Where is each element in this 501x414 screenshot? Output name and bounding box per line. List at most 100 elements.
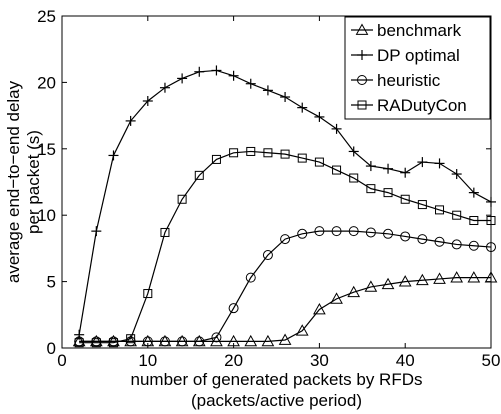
- y-axis-label-line2: per packet (s): [24, 130, 43, 234]
- x-tick-label: 50: [482, 351, 501, 370]
- legend-item: benchmark: [351, 21, 462, 40]
- y-tick-label: 5: [47, 273, 56, 292]
- series-dp-optimal: [74, 65, 496, 340]
- data-point: [468, 187, 479, 198]
- data-point: [331, 226, 342, 237]
- data-point: [177, 336, 188, 347]
- x-tick-labels: 0 10 20 30 40 50: [57, 351, 500, 370]
- data-point: [91, 226, 102, 237]
- data-point: [295, 324, 309, 336]
- series-line: [79, 230, 492, 342]
- x-tick-label: 40: [396, 351, 415, 370]
- data-point: [244, 334, 258, 347]
- legend-marker: [357, 50, 367, 60]
- data-point: [417, 157, 428, 168]
- data-point: [400, 231, 411, 242]
- data-point: [108, 338, 118, 348]
- axis-ticks: [61, 15, 492, 349]
- y-tick-label: 0: [47, 339, 56, 358]
- data-point: [364, 280, 378, 292]
- legend-marker: [357, 100, 367, 110]
- plot-frame: [61, 15, 492, 349]
- data-point: [433, 272, 446, 284]
- y-tick-labels: 0 5 10 15 20 25: [37, 7, 56, 358]
- data-point: [416, 273, 429, 286]
- legend-item: DP optimal: [351, 46, 460, 65]
- data-point: [194, 336, 205, 347]
- x-axis-label-line2: (packets/active period): [191, 391, 362, 410]
- x-tick-label: 20: [224, 351, 243, 370]
- data-point: [348, 146, 359, 157]
- data-point: [280, 149, 290, 159]
- data-point: [126, 334, 136, 344]
- data-point: [469, 216, 479, 226]
- legend-label: heuristic: [377, 71, 441, 90]
- series-benchmark: [72, 271, 498, 347]
- data-point: [261, 334, 275, 347]
- data-point: [211, 154, 221, 164]
- data-point: [331, 123, 342, 134]
- data-point: [451, 239, 462, 250]
- data-point: [143, 289, 153, 299]
- legend-label: DP optimal: [377, 46, 460, 65]
- legend-box: [344, 16, 491, 120]
- series-line: [79, 150, 491, 344]
- data-point: [108, 150, 119, 161]
- data-point: [160, 227, 170, 237]
- data-point: [435, 205, 445, 215]
- data-point: [74, 329, 85, 340]
- data-point: [142, 95, 153, 106]
- data-point: [434, 236, 445, 247]
- data-point: [400, 167, 411, 178]
- series-heuristic: [74, 226, 496, 347]
- data-point: [467, 271, 481, 283]
- y-tick-label: 10: [37, 206, 56, 225]
- data-point: [262, 250, 273, 261]
- data-point: [450, 271, 464, 283]
- data-point: [246, 146, 256, 156]
- data-point: [297, 153, 307, 163]
- legend-label: RADutyCon: [377, 96, 467, 115]
- y-tick-label: 15: [37, 140, 56, 159]
- data-point: [381, 277, 395, 290]
- data-point: [314, 157, 324, 167]
- y-axis-label-line1: average end−to−end delay: [4, 80, 23, 283]
- data-point: [365, 227, 376, 238]
- x-tick-label: 30: [310, 351, 329, 370]
- data-point: [332, 165, 342, 175]
- data-point: [245, 272, 256, 283]
- data-point: [314, 226, 325, 237]
- data-point: [194, 170, 204, 180]
- legend-marker: [355, 23, 369, 35]
- data-point: [91, 338, 101, 348]
- data-point: [468, 240, 479, 251]
- data-point: [159, 82, 170, 93]
- data-point: [434, 158, 445, 169]
- data-point: [383, 188, 393, 198]
- data-point: [177, 194, 187, 204]
- data-point: [314, 111, 325, 122]
- data-point: [348, 226, 359, 237]
- data-point: [349, 173, 359, 183]
- data-point: [211, 65, 222, 76]
- data-point: [366, 184, 376, 194]
- x-tick-label: 0: [57, 351, 66, 370]
- data-point: [313, 302, 326, 315]
- legend: benchmark DP optimal heuristic RADutyCon: [344, 16, 491, 120]
- data-point: [398, 275, 412, 287]
- data-point: [177, 73, 188, 84]
- data-point: [245, 78, 256, 89]
- data-point: [262, 85, 273, 96]
- data-point: [228, 303, 239, 314]
- y-tick-label: 25: [37, 7, 56, 26]
- plot-content: [72, 65, 498, 348]
- data-point: [297, 228, 308, 239]
- data-point: [159, 336, 170, 347]
- data-point: [263, 148, 273, 158]
- data-point: [417, 234, 428, 245]
- data-point: [330, 292, 343, 304]
- data-point: [278, 333, 292, 345]
- data-point: [229, 148, 239, 158]
- data-point: [280, 92, 291, 103]
